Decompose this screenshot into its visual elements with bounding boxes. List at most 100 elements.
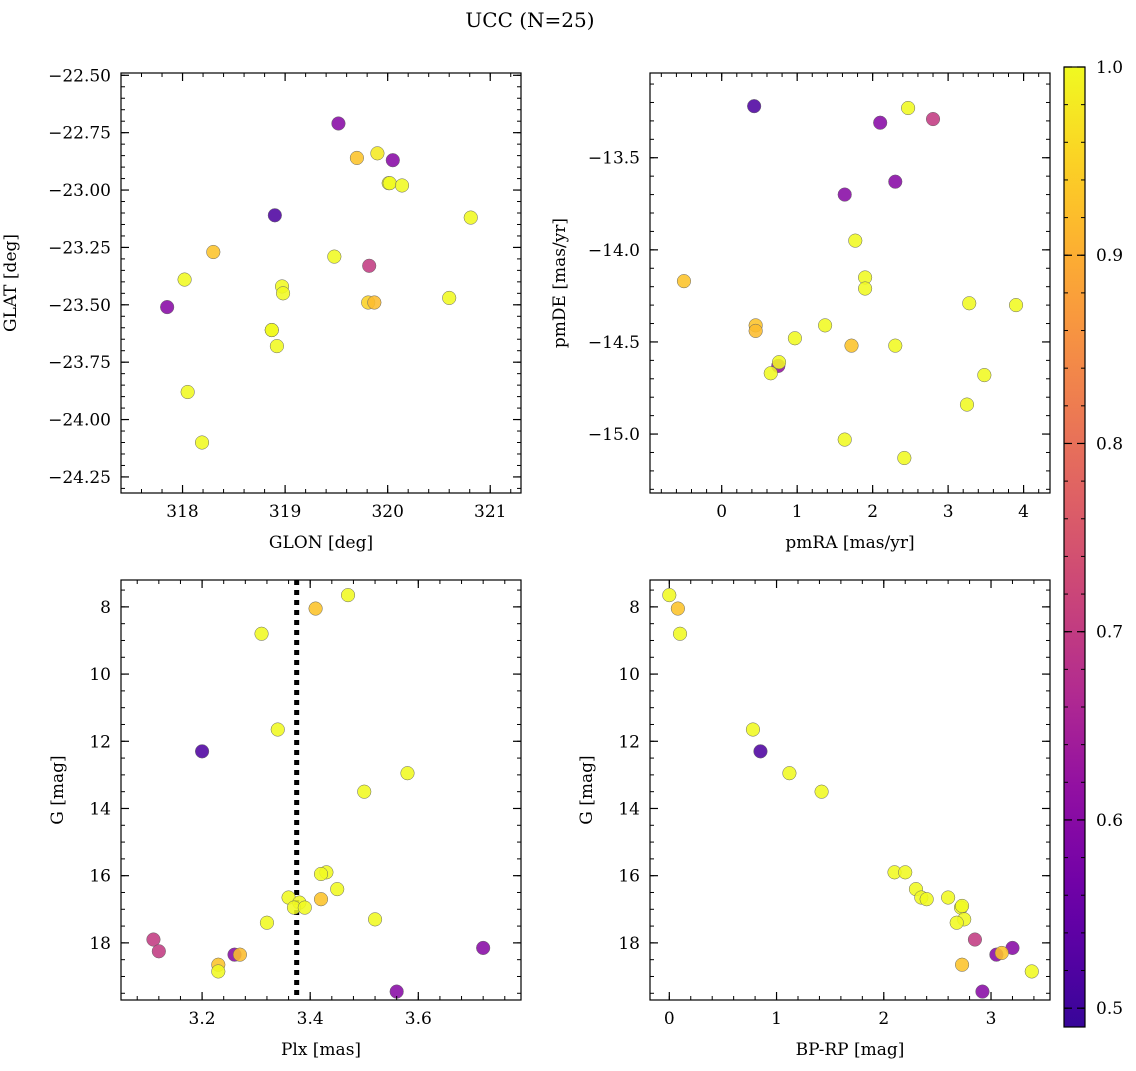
data-point [146,932,161,947]
colorbar-gradient [1063,66,1086,1028]
y-tick-label: 18 [89,934,111,954]
data-point [357,784,372,799]
x-tick-label: 1 [792,502,803,522]
x-tick-label: 2 [867,502,878,522]
y-tick-label: −14.5 [588,333,640,353]
x-tick-label: 319 [269,502,301,522]
figure-title: UCC (N=25) [465,8,594,32]
x-tick-label: 3.6 [405,1009,432,1029]
y-tick-label: −15.0 [588,425,640,445]
data-point [382,176,397,191]
data-point [814,784,829,799]
data-point [949,915,964,930]
data-point [362,258,377,273]
y-axis-label: GLAT [deg] [1,234,21,332]
data-point [967,932,982,947]
x-axis-label: pmRA [mas/yr] [785,533,914,553]
y-tick-label: −23.00 [48,181,111,201]
data-point [313,866,329,882]
data-point [367,295,382,310]
x-tick-label: 1 [771,1009,782,1029]
data-point [888,338,903,353]
data-point [160,300,175,315]
data-point [331,116,346,131]
y-tick-label: −14.0 [588,241,640,261]
panel-glon-glat: 318 319 320 321 −22.50 −22.75 −23.00 −23.25 −23.… [1,66,522,553]
data-point [925,112,941,127]
data-point [194,435,210,450]
colorbar-tick-label: 0.5 [1096,999,1123,1019]
data-point [955,957,970,972]
data-point [400,766,415,781]
data-point [772,355,787,370]
data-point [297,900,312,915]
x-tick-label: 3.4 [297,1009,324,1029]
colorbar-tick-label: 0.6 [1096,811,1123,831]
x-tick-label: 0 [664,1009,675,1029]
x-axis-label: GLON [deg] [269,533,373,553]
data-point [844,338,859,353]
data-point [888,174,903,189]
x-tick-label: 4 [1018,502,1029,522]
data-point [941,890,956,905]
data-point [1008,298,1024,313]
plot-frame [120,579,522,1001]
colorbar-tick-label: 0.7 [1096,623,1123,643]
data-point [848,233,863,248]
x-tick-label: 3 [986,1009,997,1029]
data-point [269,339,284,354]
data-point [662,588,677,603]
y-tick-label: 10 [89,665,111,685]
data-point [955,898,970,913]
data-point [349,150,364,165]
data-point [782,766,797,781]
y-tick-label: 14 [89,799,111,819]
data-point [994,945,1009,961]
data-point [898,865,913,880]
y-tick-label: 16 [89,867,111,887]
plot-frame [649,579,1051,1001]
y-tick-label: 14 [618,799,640,819]
data-point [313,892,329,907]
y-tick-label: −24.00 [48,411,111,431]
data-point [745,722,760,737]
y-axis-label: G [mag] [48,755,68,824]
x-tick-label: 321 [474,502,506,522]
data-point [195,744,210,759]
data-point [270,722,285,737]
y-tick-label: −13.5 [588,149,640,169]
data-point [267,208,282,223]
data-point [327,249,342,264]
data-point [370,146,385,161]
data-point [747,99,762,114]
data-point [308,601,323,616]
data-point [151,944,166,959]
plot-frame [120,72,522,494]
data-point [394,178,410,193]
y-tick-label: −22.50 [48,66,111,86]
data-point [180,384,195,400]
panel-plx-g: 3.2 3.4 3.6 8 10 12 14 16 18 Plx [mas] G [mag] [48,579,522,1060]
data-point [901,100,916,116]
data-point [211,964,226,979]
data-point [463,210,478,225]
y-tick-label: −24.25 [48,468,111,488]
y-tick-label: −23.50 [48,296,111,316]
colorbar-tick-label: 0.9 [1096,246,1123,266]
data-point [330,882,345,897]
data-point [763,366,778,381]
data-point [975,984,990,999]
x-tick-label: 2 [878,1009,889,1029]
y-tick-label: −23.25 [48,238,111,258]
data-point [340,588,356,603]
x-tick-label: 3.2 [189,1009,216,1029]
data-point [232,947,247,962]
y-tick-label: 10 [618,665,640,685]
y-axis-label: G [mag] [577,755,597,824]
x-tick-label: 3 [943,502,954,522]
data-point [787,331,802,346]
colorbar: 0.5 0.6 0.7 0.8 0.9 1.0 [1063,58,1123,1028]
data-point [476,940,491,955]
